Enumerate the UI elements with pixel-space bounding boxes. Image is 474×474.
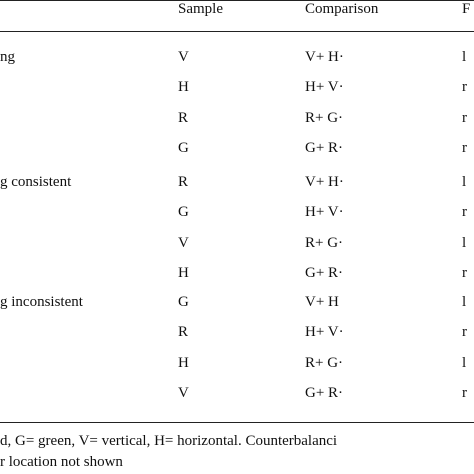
table-cell: H+ V· [305, 204, 344, 221]
table-cell: l [462, 234, 467, 251]
table-cell: H [178, 79, 189, 96]
table-cell: V [178, 384, 189, 401]
table-cell: G+ R· [305, 139, 344, 156]
footnote: d, G= green, V= vertical, H= horizontal.… [0, 433, 338, 449]
table-cell: R+ G· [305, 354, 344, 371]
table-cell: G [178, 204, 189, 221]
table-cell: R [178, 324, 189, 341]
group-label: g inconsistent [0, 294, 83, 310]
table-cell: V+ H· [305, 49, 344, 65]
footnote: r location not shown [0, 454, 123, 470]
table-cell: r [462, 79, 467, 96]
table-cell: H [178, 264, 189, 281]
table-cell: V+ H· [305, 174, 344, 190]
table-cell: r [462, 324, 467, 341]
table-cell: R [178, 109, 189, 126]
table-cell: r [462, 139, 467, 156]
header-cell: F [462, 1, 471, 17]
group-label: g consistent [0, 174, 72, 190]
table-cell: V [178, 234, 189, 251]
header-rule [0, 31, 474, 32]
header-cell: Sample [178, 1, 223, 17]
table-cell: V+ H [305, 294, 339, 310]
table-cell: R+ G· [305, 234, 344, 251]
top-rule [0, 0, 474, 1]
header-cell: Comparison [305, 1, 379, 17]
table-cell: l [462, 174, 467, 190]
table-cell: G [178, 294, 189, 310]
table-cell: G [178, 139, 189, 156]
table-cell: l [462, 354, 467, 371]
table-cell: H [178, 354, 189, 371]
table-cell: l [462, 49, 467, 65]
table-cell: H+ V· [305, 79, 344, 96]
table-cell: G+ R· [305, 264, 344, 281]
table-cell: r [462, 109, 467, 126]
table-cell: R+ G· [305, 109, 344, 126]
group-label: ng [0, 49, 15, 65]
table-cell: l [462, 294, 467, 310]
table-cell: r [462, 264, 467, 281]
table-cell: R [178, 174, 189, 190]
table-cell: H+ V· [305, 324, 344, 341]
bottom-rule [0, 422, 474, 423]
table-cell: V [178, 49, 189, 65]
table-cell: G+ R· [305, 384, 344, 401]
table-cell: r [462, 384, 467, 401]
table-cell: r [462, 204, 467, 221]
